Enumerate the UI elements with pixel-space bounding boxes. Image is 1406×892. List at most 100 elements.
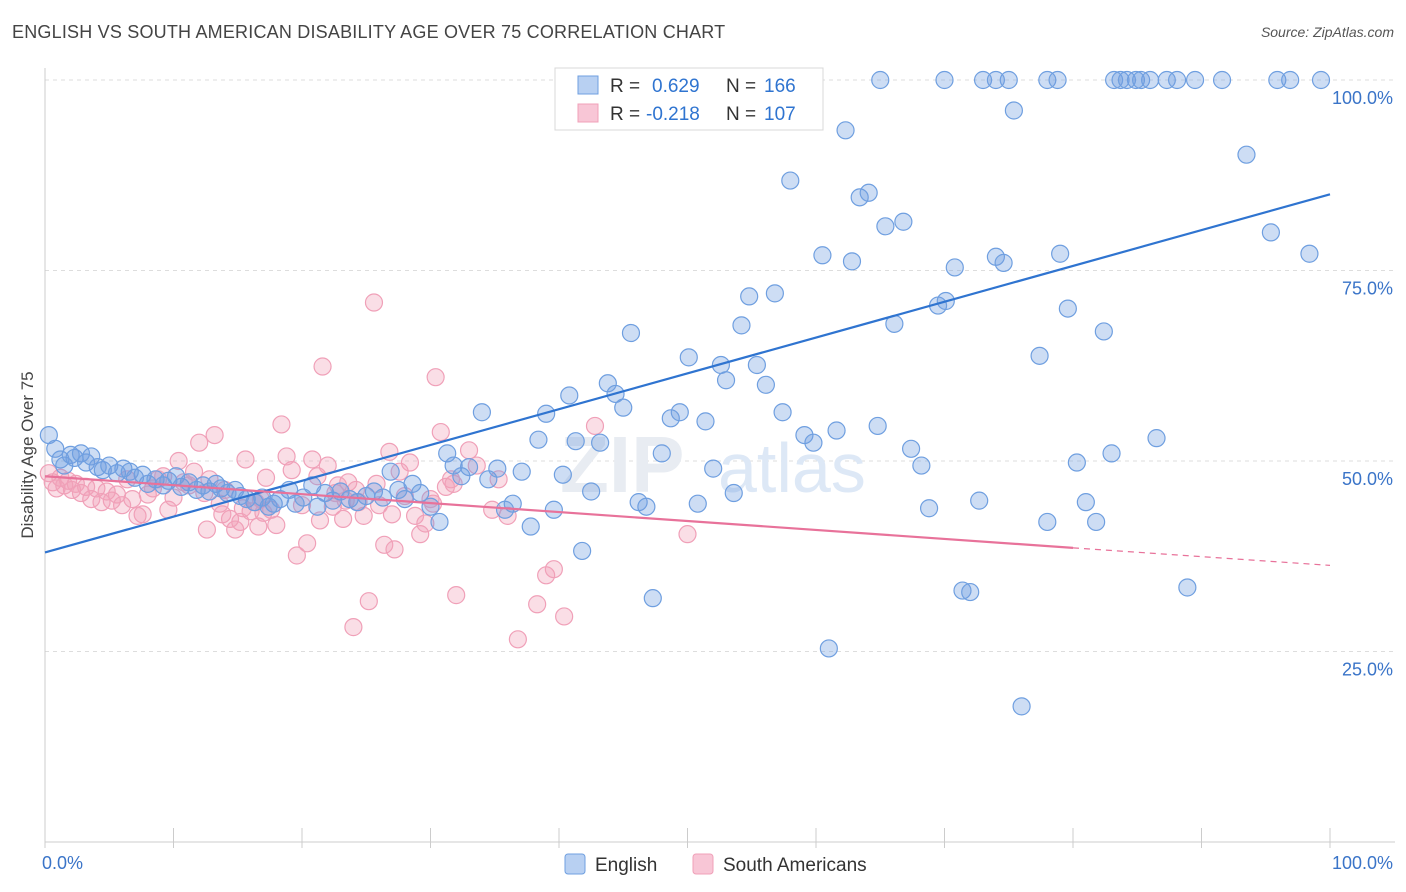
x-tick-label-100: 100.0%: [1332, 853, 1393, 873]
south-americans-point: [133, 505, 152, 524]
south-americans-point: [197, 520, 217, 539]
english-point: [1067, 453, 1086, 472]
y-tick-label-50: 50.0%: [1342, 469, 1393, 489]
english-point: [1102, 444, 1121, 463]
south-americans-point: [411, 525, 430, 544]
english-point: [953, 581, 972, 600]
south-americans-point: [272, 415, 291, 434]
english-point: [472, 403, 491, 422]
english-point: [973, 70, 993, 90]
english-point: [724, 483, 743, 503]
south-americans-point: [426, 368, 445, 387]
english-point: [614, 398, 633, 417]
south-americans-point: [267, 515, 286, 535]
english-point: [637, 497, 656, 516]
english-point: [459, 457, 479, 477]
english-point: [1038, 512, 1057, 532]
south-americans-point: [447, 586, 466, 605]
english-point: [652, 444, 671, 463]
south-americans-point: [82, 490, 101, 509]
south-americans-point: [112, 496, 132, 515]
english-point: [813, 246, 832, 265]
english-points: [39, 70, 1331, 716]
english-point: [804, 433, 823, 452]
south-americans-point: [256, 468, 276, 487]
english-point: [573, 541, 592, 561]
south-americans-point: [382, 505, 402, 524]
english-point: [71, 444, 91, 463]
english-point: [1048, 70, 1067, 90]
english-point: [1038, 70, 1057, 90]
stats-legend: R = 0.629 N = 166 R = -0.218 N = 107: [554, 67, 824, 131]
south-americans-point: [205, 425, 224, 445]
english-point: [1300, 244, 1319, 263]
english-point: [1178, 578, 1197, 597]
english-point: [901, 439, 921, 458]
south-americans-point: [405, 506, 425, 525]
south-americans-point: [334, 509, 353, 529]
english-point: [560, 386, 579, 405]
english-point: [1105, 70, 1124, 90]
english-point: [1268, 70, 1287, 90]
south-americans-point: [483, 500, 502, 519]
english-point: [986, 70, 1006, 90]
english-point: [1167, 70, 1187, 90]
english-point: [868, 416, 887, 436]
english-point: [747, 355, 766, 375]
english-point: [696, 412, 715, 431]
english-point: [819, 639, 838, 658]
bottom-legend: English South Americans: [564, 853, 867, 876]
english-point: [1087, 512, 1106, 532]
south-americans-point: [313, 357, 332, 376]
english-point: [582, 482, 601, 501]
english-point: [1094, 322, 1113, 341]
south-americans-point: [385, 540, 404, 559]
english-point: [512, 462, 531, 481]
english-point: [970, 491, 989, 510]
english-point: [1076, 493, 1095, 512]
english-point: [859, 183, 878, 202]
south-americans-point: [400, 453, 420, 472]
south-americans-point: [544, 560, 563, 579]
english-point: [1237, 145, 1256, 164]
english-point: [999, 70, 1018, 90]
english-point: [381, 462, 400, 481]
english-point: [1311, 70, 1331, 90]
legend-south-label: South Americans: [723, 855, 867, 876]
chart-title: ENGLISH VS SOUTH AMERICAN DISABILITY AGE…: [12, 22, 726, 42]
south-americans-point: [303, 450, 322, 469]
english-point: [740, 287, 759, 306]
english-point: [773, 403, 792, 422]
english-point: [836, 121, 855, 140]
english-r-value: 0.629: [652, 76, 700, 97]
south-n-value: 107: [764, 104, 796, 125]
south-americans-point: [292, 496, 312, 515]
english-point: [1212, 70, 1232, 90]
south-americans-point: [364, 293, 384, 312]
english-point: [1051, 244, 1070, 263]
english-point: [842, 252, 862, 271]
english-point: [850, 188, 869, 207]
south-americans-trend-line: [44, 475, 1074, 549]
english-point: [1147, 429, 1166, 448]
south-americans-point: [123, 490, 142, 509]
legend-english-swatch: [564, 853, 586, 875]
english-point: [591, 433, 610, 452]
english-point: [88, 457, 107, 477]
legend-south-swatch: [692, 853, 714, 875]
x-tick-label-0: 0.0%: [42, 853, 83, 873]
south-n-label: N =: [726, 104, 756, 125]
english-r-label: R =: [610, 76, 640, 97]
english-point: [688, 494, 707, 513]
y-tick-labels: 25.0% 50.0% 75.0% 100.0%: [1332, 88, 1393, 680]
y-tick-label-25: 25.0%: [1342, 660, 1393, 680]
south-americans-point: [169, 451, 188, 471]
english-trend-line: [44, 193, 1331, 554]
south-americans-point: [359, 592, 378, 611]
english-point: [661, 409, 680, 428]
english-point: [452, 467, 471, 486]
english-point: [1058, 299, 1077, 318]
legend-english-label: English: [595, 855, 657, 876]
english-point: [756, 375, 775, 394]
south-americans-point: [508, 630, 527, 649]
